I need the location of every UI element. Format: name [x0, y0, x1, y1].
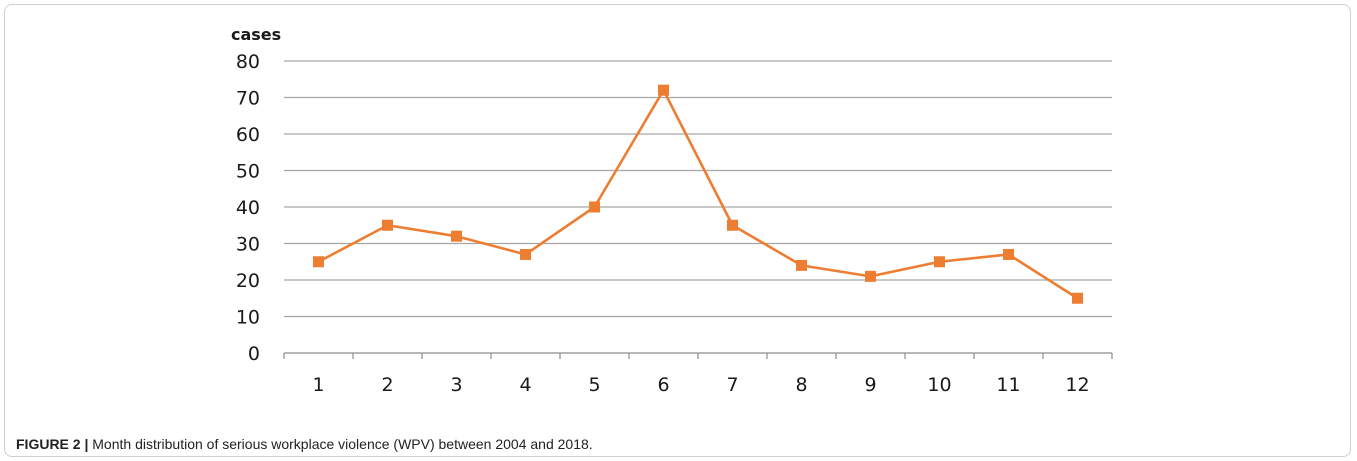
x-tick-label: 5	[588, 374, 600, 396]
data-point-marker	[796, 259, 807, 271]
data-point-marker	[658, 84, 669, 96]
x-tick-label: 7	[726, 374, 738, 396]
x-tick-label: 6	[657, 374, 669, 396]
x-tick-label: 1	[312, 374, 324, 396]
data-point-marker	[451, 230, 462, 242]
figure-caption: FIGURE 2 | Month distribution of serious…	[16, 436, 593, 452]
data-point-marker	[520, 248, 531, 260]
data-point-marker	[313, 256, 324, 268]
x-tick-label: 4	[519, 374, 531, 396]
y-tick-label: 20	[236, 270, 260, 292]
series-line	[317, 88, 1079, 300]
y-tick-label: 80	[236, 51, 260, 73]
y-tick-label: 0	[248, 343, 260, 365]
y-axis-title: cases	[231, 25, 281, 44]
y-tick-label: 30	[236, 234, 260, 256]
data-point-marker	[589, 201, 600, 213]
data-point-marker	[1072, 292, 1083, 304]
x-tick-label: 2	[381, 374, 393, 396]
x-tick-label: 11	[996, 374, 1020, 396]
y-tick-label: 10	[236, 307, 260, 329]
y-tick-label: 70	[236, 88, 260, 110]
y-tick-label: 50	[236, 161, 260, 183]
figure-caption-text: Month distribution of serious workplace …	[88, 436, 593, 452]
data-point-marker	[382, 219, 393, 231]
x-tick-labels: 1 2 3 4 5 6 7 8 9 10 11 12	[312, 374, 1089, 396]
x-tick-label: 3	[450, 374, 462, 396]
x-axis	[283, 352, 1113, 359]
data-point-marker	[934, 256, 945, 268]
y-tick-labels: 0 10 20 30 40 50 60 70 80	[236, 51, 260, 365]
data-point-marker	[1003, 248, 1014, 260]
y-tick-label: 60	[236, 124, 260, 146]
data-series	[313, 84, 1083, 304]
gridlines	[284, 60, 1112, 318]
data-point-marker	[727, 219, 738, 231]
x-tick-label: 10	[927, 374, 951, 396]
y-tick-label: 40	[236, 197, 260, 219]
x-tick-label: 12	[1065, 374, 1089, 396]
data-point-marker	[865, 270, 876, 282]
x-tick-label: 8	[795, 374, 807, 396]
figure-frame	[4, 4, 1351, 457]
x-tick-label: 9	[864, 374, 876, 396]
figure-caption-label: FIGURE 2 |	[16, 436, 89, 452]
